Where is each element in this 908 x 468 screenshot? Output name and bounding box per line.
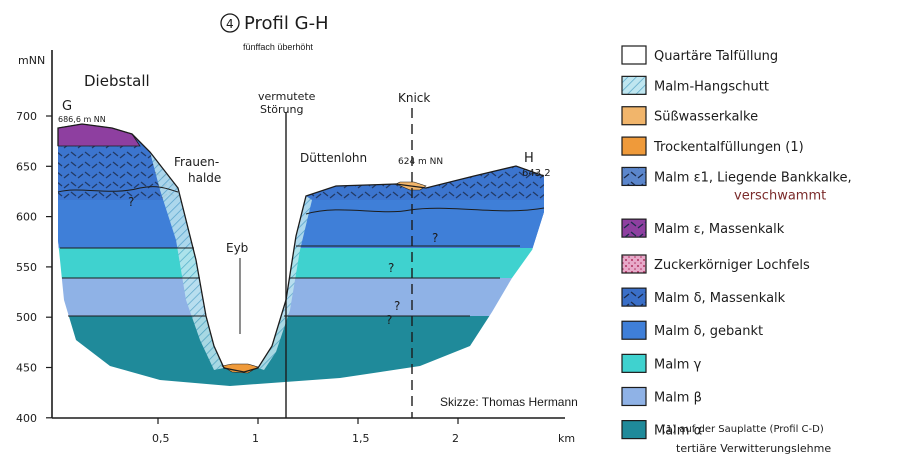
label-h: H — [524, 151, 534, 166]
layer-boundaries — [57, 186, 545, 317]
credit-text: Skizze: Thomas Hermann — [440, 395, 578, 409]
legend-item: Malm-Hangschutt — [621, 75, 769, 95]
y-axis-unit: mNN — [18, 54, 45, 67]
legend-swatch — [621, 386, 647, 407]
legend-swatch — [621, 106, 647, 126]
question-mark: ? — [388, 261, 394, 275]
legend-swatch — [621, 320, 647, 340]
legend-swatch — [621, 254, 647, 274]
legend-label: Quartäre Talfüllung — [654, 49, 778, 64]
legend-item: Quartäre Talfüllung — [621, 45, 778, 65]
malm-alpha-layer — [58, 316, 544, 386]
figure-title: Profil G-H — [244, 13, 329, 34]
legend-item: Malm α — [621, 420, 702, 440]
legend-label: Malm α — [654, 424, 702, 439]
label-stoerung: vermutete Störung — [258, 90, 316, 116]
y-axis-tick-label: 550 — [16, 261, 37, 274]
legend-item: Malm ε, Massenkalk — [621, 218, 785, 238]
label-g-height: 686,6 m NN — [58, 115, 106, 124]
label-h-height: 643,2 — [522, 168, 551, 179]
legend-item: Malm β — [621, 386, 702, 407]
x-axis-tick-label: 1,5 — [352, 432, 370, 445]
question-mark: ? — [394, 299, 400, 313]
legend-swatch-texture — [622, 288, 646, 307]
legend-item: Malm δ, Massenkalk — [621, 287, 786, 307]
x-axis-unit: km — [558, 432, 575, 445]
title-block: 4 Profil G-H fünffach überhöht — [220, 13, 329, 52]
legend-item: Süßwasserkalke — [621, 106, 758, 126]
y-axis-tick-label: 600 — [16, 211, 37, 224]
legend-label-continued: verschwammt — [734, 188, 826, 203]
label-frauenhalde: Frauen-halde — [174, 155, 221, 185]
y-axis-ticks: 700 650 600 550 500 450 400 — [16, 110, 52, 425]
question-mark: ? — [432, 231, 438, 245]
x-axis-ticks: 0,5 1 1,5 2 — [152, 418, 459, 445]
question-mark: ? — [128, 195, 134, 209]
legend-swatch — [621, 45, 647, 65]
legend-item: Malm ε1, Liegende Bankkalke, verschwammt — [621, 166, 852, 203]
legend-swatch — [621, 420, 647, 440]
question-mark: ? — [386, 313, 392, 327]
title-number-circle — [220, 13, 240, 33]
legend-item: Malm γ — [621, 353, 702, 373]
malm-gamma-layer — [58, 248, 544, 278]
legend-label: Malm δ, gebankt — [654, 324, 763, 339]
y-axis-tick-label: 700 — [16, 110, 37, 123]
x-axis-tick-label: 1 — [252, 432, 259, 445]
label-knick-height: 624 m NN — [398, 157, 443, 167]
legend-swatch — [621, 75, 647, 95]
legend-label: Süßwasserkalke — [654, 110, 758, 125]
annotations: Diebstall G 686,6 m NN Frauen-halde Eyb … — [58, 72, 578, 409]
title-number: 4 — [226, 17, 234, 31]
legend-label: Malm ε, Massenkalk — [654, 222, 785, 237]
legend-item: Trockentalfüllungen (1) — [621, 136, 804, 156]
legend-item: Malm δ, gebankt — [621, 320, 763, 340]
y-axis-tick-label: 650 — [16, 160, 37, 173]
axes: mNN km 700 650 600 550 500 450 400 0,5 1 1,5 2 — [16, 50, 575, 445]
legend-label: Malm-Hangschutt — [654, 79, 769, 94]
slope-debris-right — [258, 196, 312, 370]
legend-item: Zuckerkörniger Lochfels — [621, 254, 810, 274]
figure-subtitle: fünffach überhöht — [243, 42, 313, 52]
y-axis-tick-label: 500 — [16, 311, 37, 324]
legend-label: Trockentalfüllungen (1) — [653, 140, 804, 155]
y-axis-tick-label: 400 — [16, 412, 37, 425]
malm-beta-layer — [58, 278, 544, 316]
x-axis-tick-label: 2 — [452, 432, 459, 445]
legend-label: Malm β — [654, 390, 702, 405]
legend-swatch-texture — [622, 167, 646, 186]
label-g: G — [62, 99, 72, 114]
x-axis-tick-label: 0,5 — [152, 432, 170, 445]
footnote-line-1: (1) auf der Sauplatte (Profil C-D) — [662, 424, 824, 435]
legend-label: Zuckerkörniger Lochfels — [654, 258, 810, 273]
legend-label: Malm δ, Massenkalk — [654, 291, 786, 306]
footnote-line-2: tertiäre Verwitterungslehme — [676, 442, 831, 455]
label-diebstall: Diebstall — [84, 72, 150, 90]
legend-swatch-texture — [622, 219, 646, 238]
surface-outline — [57, 123, 545, 373]
y-axis-tick-label: 450 — [16, 362, 37, 375]
legend: Quartäre Talfüllung Malm-Hangschutt Süßwas… — [621, 45, 852, 440]
legend-footnote: (1) auf der Sauplatte (Profil C-D) terti… — [662, 424, 831, 455]
legend-label: Malm γ — [654, 357, 702, 372]
legend-swatch — [621, 136, 647, 156]
label-duettenlohn: Düttenlohn — [300, 151, 367, 165]
legend-swatch — [621, 353, 647, 373]
label-knick: Knick — [398, 91, 430, 105]
label-eyb: Eyb — [226, 241, 248, 255]
legend-label: Malm ε1, Liegende Bankkalke, — [654, 170, 852, 185]
malm-epsilon-cap — [57, 123, 141, 147]
